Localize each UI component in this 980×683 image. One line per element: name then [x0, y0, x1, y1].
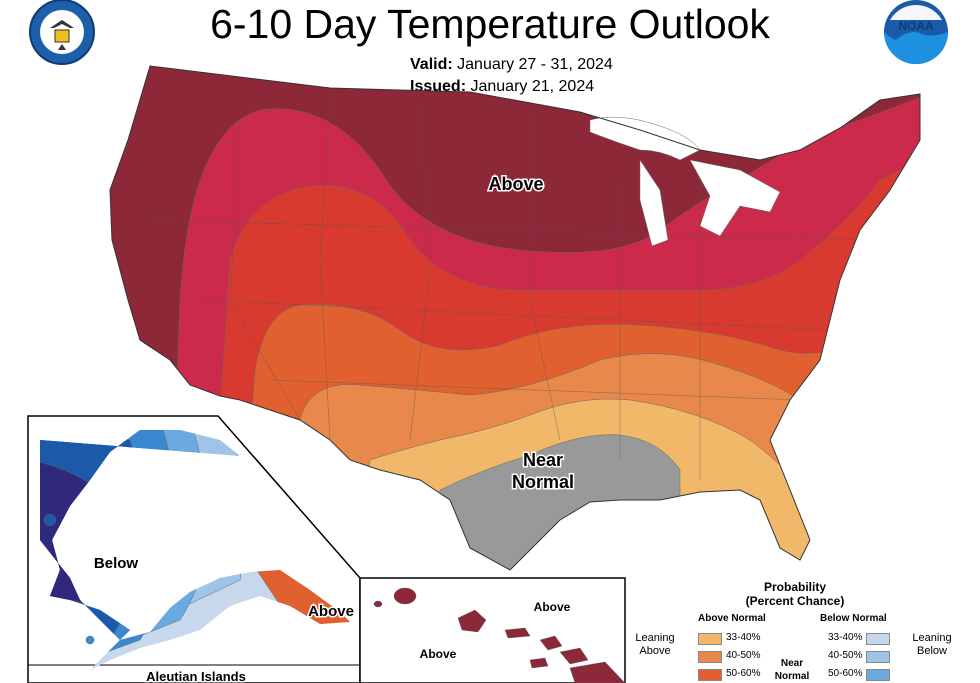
noaa-logo-text: NOAA	[898, 19, 934, 33]
legend-below-range: 33-40%	[828, 632, 863, 643]
legend-below-swatch	[866, 633, 890, 645]
legend-title-line2: (Percent Chance)	[745, 594, 845, 608]
legend-above-range: 50-60%	[726, 668, 761, 679]
alaska-above-label: Above	[308, 603, 354, 620]
valid-dates: January 27 - 31, 2024	[457, 56, 613, 73]
legend-below-range: 40-50%	[828, 650, 863, 661]
state-boundaries	[149, 94, 861, 480]
leaning-above-line2: Above	[639, 645, 671, 657]
conus-above-label: Above	[488, 174, 543, 194]
valid-line: Valid: January 27 - 31, 2024	[410, 56, 613, 74]
valid-label: Valid:	[410, 56, 453, 73]
legend-below-head: Below Normal	[820, 613, 887, 624]
noaa-logo-icon: NOAA	[884, 0, 948, 64]
department-seal-icon	[29, 0, 95, 65]
legend-below-range: 50-60%	[828, 668, 863, 679]
legend-title-line1: Probability	[763, 580, 826, 594]
leaning-below-line2: Below	[917, 645, 947, 657]
hawaii-above-label-2: Above	[534, 600, 571, 614]
legend-near-normal: Near Normal	[770, 657, 814, 683]
conus-normal-label: Normal	[512, 472, 574, 492]
alaska-below-label: Below	[94, 555, 139, 572]
hawaii-islands	[373, 587, 626, 683]
hawaii-above-label-1: Above	[420, 647, 457, 661]
near-normal-line2: Normal	[774, 671, 810, 682]
great-lakes	[589, 116, 781, 247]
conus-outline	[109, 65, 921, 571]
legend-above-swatch	[698, 669, 722, 681]
legend-above-head: Above Normal	[698, 613, 766, 624]
legend-above-swatch	[698, 651, 722, 663]
legend-above-range: 33-40%	[726, 632, 761, 643]
leaning-below-line1: Leaning	[912, 632, 952, 644]
legend-below-swatch	[866, 651, 890, 663]
legend-leaning-above: Leaning Above	[632, 632, 678, 658]
map-title: 6-10 Day Temperature Outlook	[210, 1, 770, 47]
legend-leaning-below: Leaning Below	[908, 632, 956, 658]
near-normal-line1: Near	[780, 658, 804, 669]
leaning-above-line1: Leaning	[635, 632, 675, 644]
conus-near-label: Near	[523, 450, 563, 470]
issued-line: Issued: January 21, 2024	[410, 78, 594, 96]
legend-above-range: 40-50%	[726, 650, 761, 661]
legend-below-swatch	[866, 669, 890, 681]
legend-above-swatch	[698, 633, 722, 645]
issued-date: January 21, 2024	[470, 78, 595, 95]
aleutian-label: Aleutian Islands	[146, 669, 246, 683]
legend-title: Probability (Percent Chance)	[700, 580, 890, 608]
